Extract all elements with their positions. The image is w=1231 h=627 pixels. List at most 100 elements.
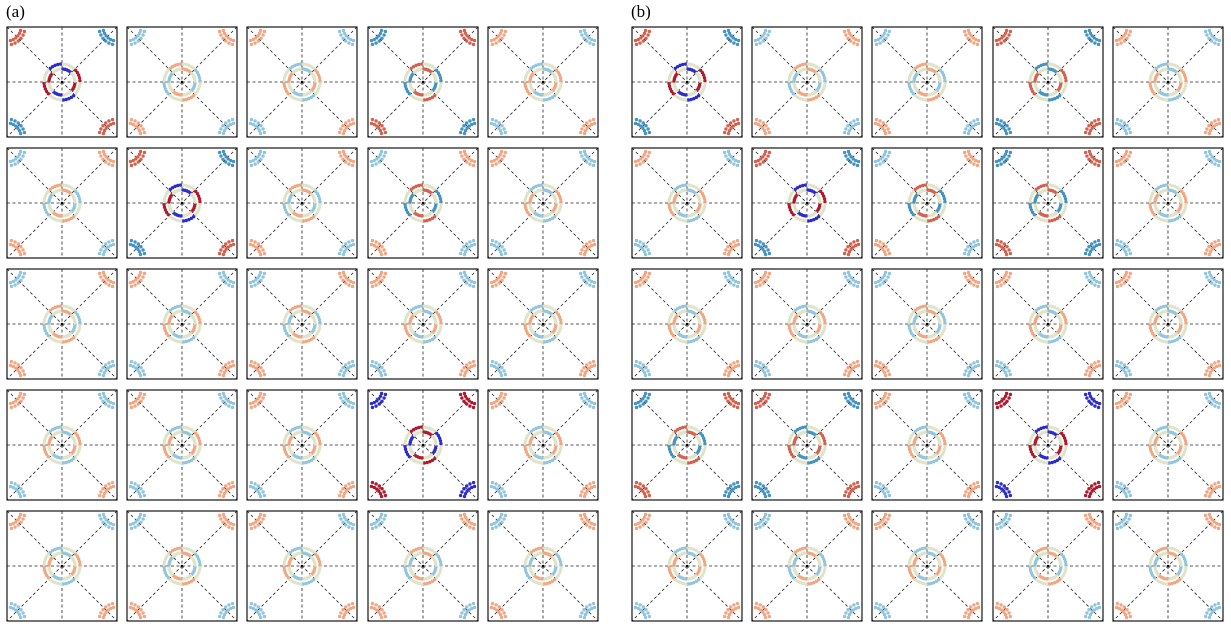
corner-arc (754, 163, 759, 168)
ring-arc (558, 76, 563, 80)
corner-arc (129, 238, 134, 243)
corner-arc (592, 484, 597, 489)
corner-arc (580, 248, 584, 252)
ring-arc (163, 194, 168, 198)
corner-arc (137, 273, 142, 277)
corner-arc (251, 364, 255, 369)
corner-arc (844, 275, 848, 279)
corner-arc (590, 364, 594, 369)
corner-arc (460, 275, 464, 279)
corner-arc (259, 520, 263, 524)
corner-arc (257, 371, 262, 375)
corner-arc (137, 371, 142, 375)
corner-arc (231, 484, 236, 489)
ring-arc (43, 329, 48, 333)
corner-arc (21, 396, 25, 400)
ring-arc (282, 199, 286, 204)
ring-arc (78, 320, 82, 325)
corner-arc (471, 601, 476, 606)
ring-arc (405, 210, 410, 215)
ring-arc (170, 64, 175, 69)
ring-arc (58, 304, 63, 308)
corner-arc (966, 157, 970, 161)
corner-arc (580, 154, 584, 158)
ring-arc (428, 217, 432, 222)
corner-arc (133, 119, 137, 123)
corner-arc (21, 248, 25, 252)
corner-arc (261, 33, 265, 37)
ring-arc (313, 79, 317, 83)
ring-arc (545, 218, 549, 223)
corner-arc (219, 369, 223, 373)
ring-arc (318, 323, 322, 328)
corner-arc (844, 369, 848, 373)
ring-arc (545, 304, 549, 309)
corner-arc (374, 283, 378, 287)
ring-arc (76, 194, 81, 198)
corner-arc (855, 238, 860, 243)
ring-arc (524, 329, 529, 333)
corner-arc (498, 273, 503, 277)
corner-arc (230, 117, 235, 122)
corner-arc (346, 278, 350, 282)
corner-arc (1205, 154, 1209, 158)
corner-arc (1213, 162, 1217, 166)
corner-arc (873, 38, 878, 43)
corner-arc (499, 373, 504, 378)
corner-arc (380, 520, 384, 524)
corner-arc (13, 162, 17, 166)
ring-arc (43, 73, 48, 77)
ring-arc (437, 73, 442, 77)
corner-arc (1213, 240, 1217, 244)
corner-arc (852, 240, 856, 244)
corner-arc (494, 283, 498, 287)
corner-arc (349, 158, 353, 163)
ring-arc (184, 97, 188, 102)
center-point (685, 201, 689, 205)
corner-arc (19, 245, 23, 249)
ring-arc (439, 199, 443, 204)
corner-arc (253, 240, 257, 244)
corner-arc (377, 363, 381, 367)
corner-arc (21, 33, 25, 37)
corner-arc (467, 278, 471, 282)
corner-arc (136, 605, 140, 609)
ring-arc (437, 315, 442, 319)
corner-arc (258, 615, 263, 620)
corner-arc (18, 373, 23, 378)
ring-arc (317, 318, 322, 322)
ring-arc (42, 197, 47, 201)
corner-arc (106, 157, 110, 161)
corner-arc (588, 404, 592, 408)
corner-arc (339, 248, 343, 252)
corner-arc (138, 149, 143, 154)
corner-arc (139, 399, 143, 403)
corner-arc (254, 124, 258, 128)
corner-arc (1008, 150, 1013, 155)
corner-arc (341, 157, 345, 161)
corner-arc (582, 512, 587, 517)
corner-arc (136, 160, 140, 164)
corner-arc (460, 154, 464, 158)
corner-arc (370, 163, 375, 168)
ring-arc (403, 76, 408, 80)
corner-arc (468, 119, 472, 123)
corner-arc (262, 513, 267, 518)
ring-arc (523, 81, 527, 86)
ring-arc (436, 70, 441, 75)
corner-arc (222, 129, 227, 133)
corner-arc (470, 279, 474, 284)
center-point (421, 322, 425, 326)
corner-arc (16, 281, 20, 285)
ring-arc (1064, 78, 1068, 83)
corner-arc (17, 152, 22, 156)
corner-arc (377, 247, 381, 251)
ring-arc (176, 339, 180, 344)
corner-arc (136, 155, 140, 159)
ring-arc (64, 62, 68, 67)
corner-arc (754, 359, 759, 364)
corner-arc (463, 371, 468, 375)
corner-arc (221, 391, 226, 396)
ring-arc (307, 184, 311, 189)
ring-arc (425, 218, 429, 223)
